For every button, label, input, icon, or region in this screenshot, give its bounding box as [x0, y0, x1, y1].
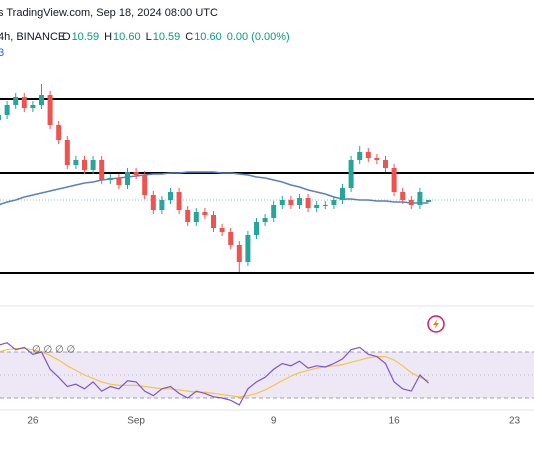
candle-body — [236, 245, 242, 262]
ohlc-label: L — [146, 31, 152, 43]
candle-body — [322, 205, 328, 206]
candle-body — [116, 178, 122, 185]
candle-body — [133, 172, 139, 175]
candle-body — [47, 95, 53, 125]
ohlc-label: C — [185, 31, 193, 43]
ohlc-value: 10.59 — [153, 31, 181, 43]
candle-body — [4, 105, 10, 115]
candle-body — [219, 228, 225, 232]
candle-body — [202, 212, 208, 215]
candle-body — [107, 178, 113, 180]
candle-body — [168, 192, 173, 200]
ohlc-change: 0.00 (0.00%) — [227, 31, 290, 43]
x-tick-label: 16 — [389, 416, 401, 427]
rsi-legend: ∅ ∅ ∅ ∅ — [32, 345, 75, 356]
ohlc-legend: O 10.59 H 10.60 L 10.59 C 10.60 0.00 (0.00%) — [62, 31, 290, 43]
rsi-line — [0, 342, 429, 406]
ohlc-value: 10.60 — [194, 31, 222, 43]
candle-body — [56, 125, 62, 140]
candle-body — [279, 200, 285, 205]
header-symbol: 4h, BINANCE — [0, 31, 65, 43]
candle-body — [426, 200, 431, 202]
moving-average — [0, 171, 429, 206]
plot: 26 Sep 9 16 23 ∅ ∅ ∅ ∅ — [0, 84, 534, 427]
candle-body — [297, 198, 302, 205]
candle-body — [159, 200, 165, 210]
candle-body — [400, 192, 406, 200]
candle-body — [391, 168, 397, 192]
candle-body — [0, 115, 1, 120]
candle-body — [314, 205, 320, 208]
candle-body — [73, 160, 79, 165]
candle-body — [374, 158, 380, 160]
candle-body — [245, 235, 251, 262]
x-tick-label: 26 — [27, 416, 39, 427]
candle-body — [125, 172, 130, 185]
candle-body — [228, 232, 234, 245]
candle-body — [82, 160, 87, 170]
lightning-icon — [427, 315, 445, 333]
candle-body — [211, 215, 216, 228]
candle-body — [340, 188, 345, 200]
candle-body — [13, 97, 19, 105]
ohlc-label: H — [104, 31, 112, 43]
candle-body — [408, 200, 414, 205]
candle-body — [193, 212, 199, 222]
candle-body — [176, 192, 182, 210]
candle-body — [383, 160, 388, 168]
candle-body — [21, 97, 27, 108]
candle-body — [39, 95, 44, 105]
rsi-ma — [0, 347, 429, 398]
x-tick-label: 23 — [509, 416, 521, 427]
header-source: s TradingView.com, Sep 18, 2024 08:00 UT… — [0, 7, 218, 19]
candle-body — [30, 105, 36, 108]
candle-body — [142, 175, 148, 195]
header-line3: 3 — [0, 47, 4, 59]
candle-body — [64, 140, 70, 165]
ohlc-value: 10.60 — [113, 31, 141, 43]
candle-body — [271, 205, 277, 218]
ohlc-value: 10.59 — [72, 31, 100, 43]
candle-body — [90, 160, 96, 170]
candle-body — [288, 200, 294, 205]
candle-body — [254, 222, 259, 235]
candle-body — [150, 195, 156, 210]
candle-body — [331, 200, 337, 205]
x-tick-label: 9 — [271, 416, 277, 427]
x-tick-label: Sep — [127, 416, 145, 427]
candle-body — [305, 198, 311, 208]
icon-bolt — [433, 319, 439, 329]
candle-body — [348, 160, 354, 188]
candle-body — [417, 192, 423, 205]
candle-body — [185, 210, 191, 222]
candle-body — [365, 152, 371, 158]
candle-body — [262, 218, 268, 222]
candle-body — [357, 152, 363, 160]
ohlc-label: O — [62, 31, 71, 43]
candle-body — [99, 160, 105, 180]
